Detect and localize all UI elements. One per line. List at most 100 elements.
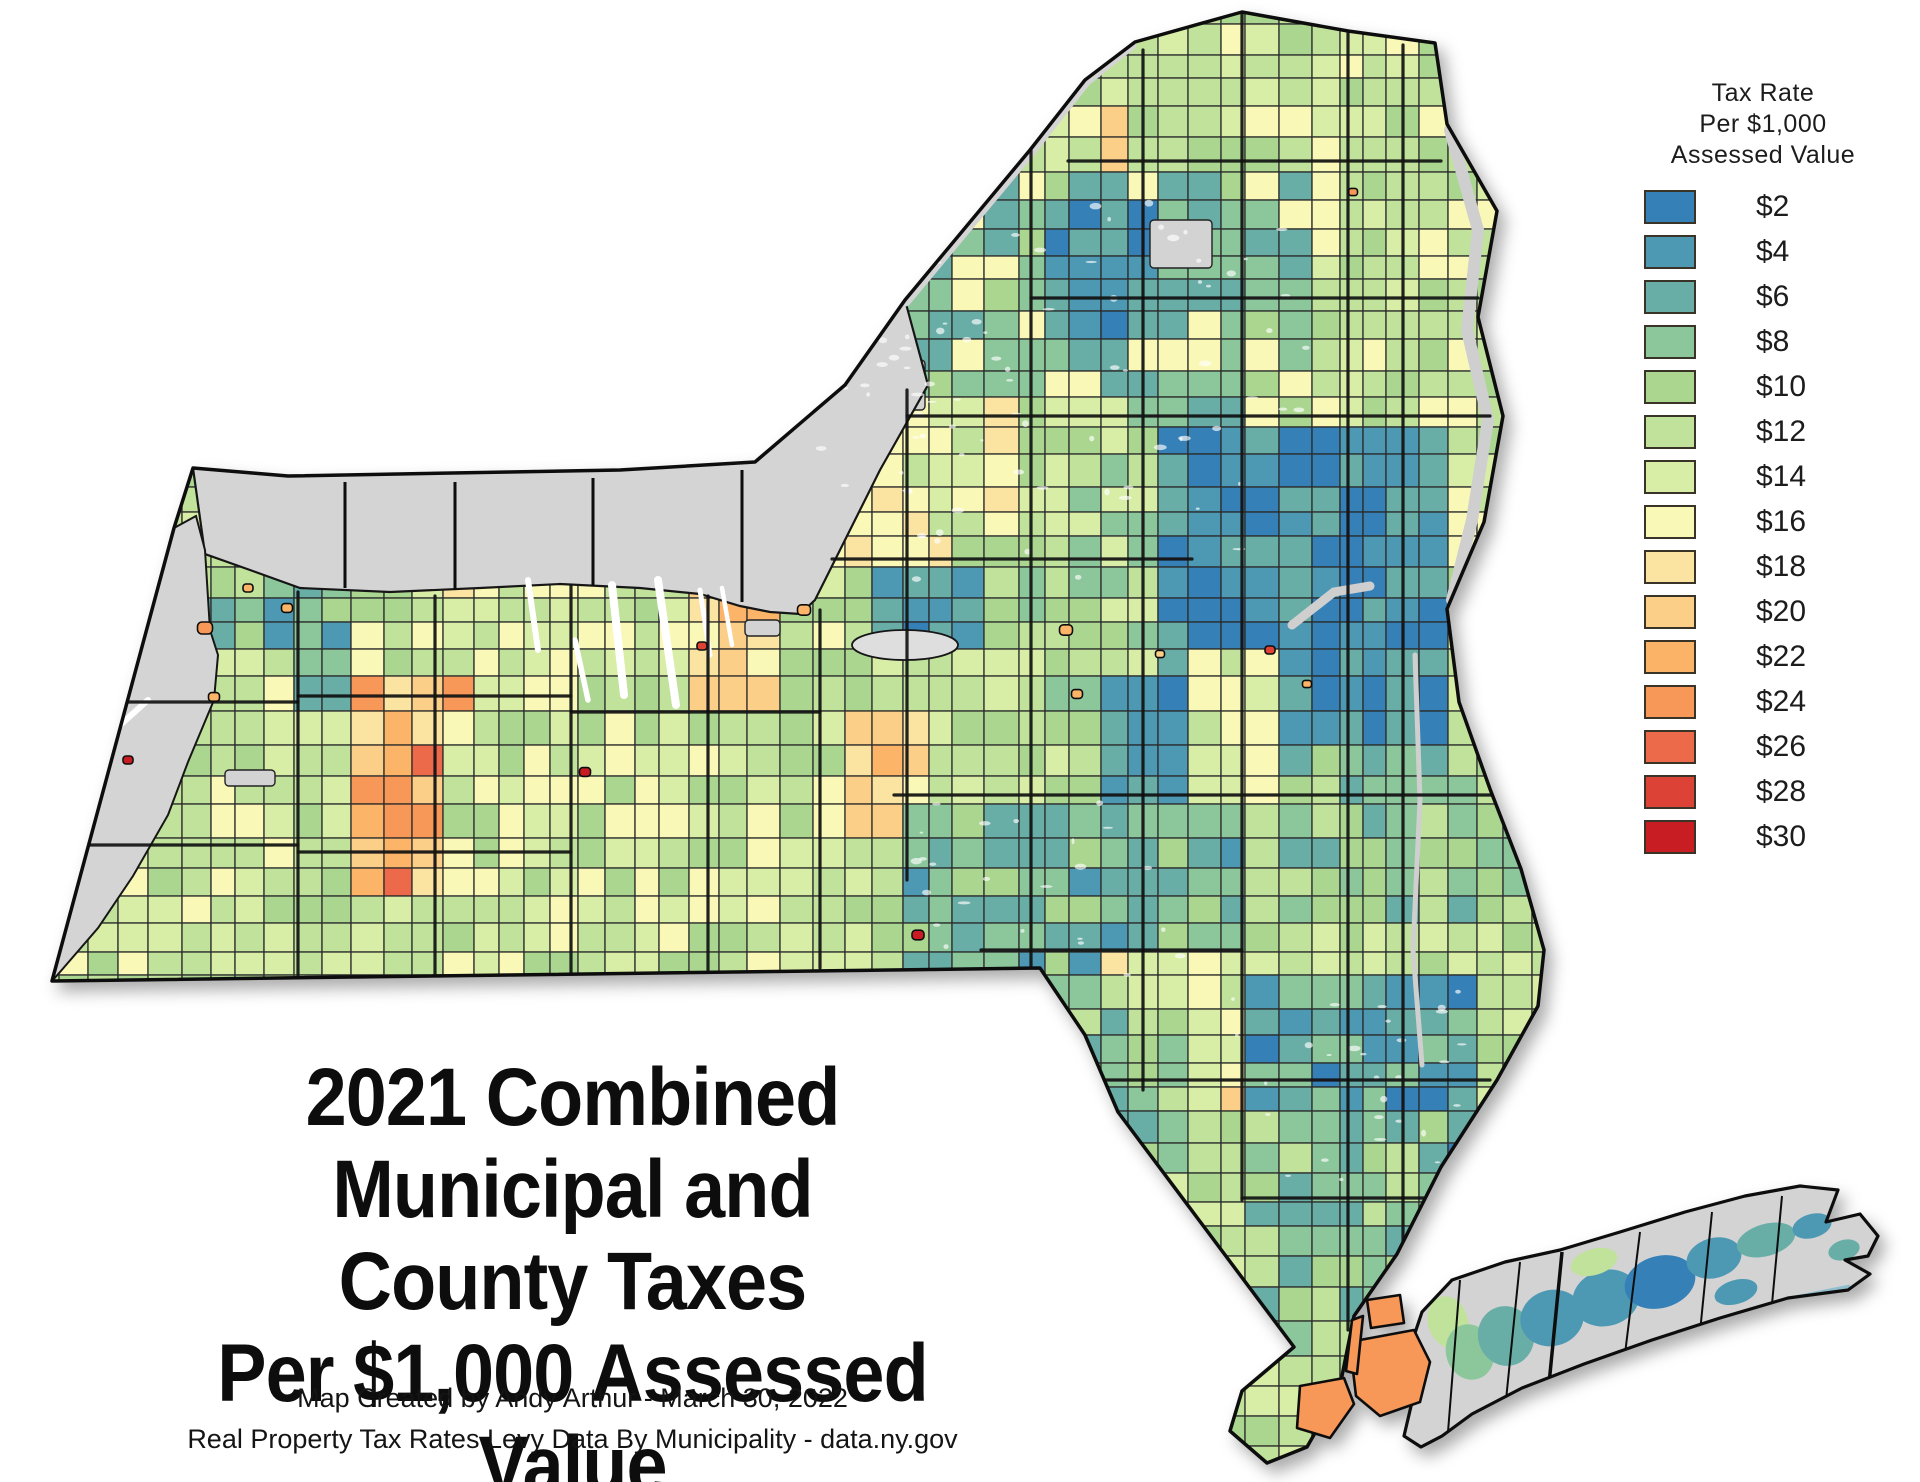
municipality-cell bbox=[844, 867, 873, 897]
municipality-cell bbox=[1187, 1286, 1222, 1322]
municipality-cell bbox=[1044, 744, 1070, 777]
municipality-cell bbox=[147, 199, 183, 230]
municipality-cell bbox=[263, 136, 295, 173]
pond-speckle bbox=[980, 439, 984, 442]
municipality-cell bbox=[983, 12, 1020, 25]
municipality-cell bbox=[52, 1008, 60, 1036]
municipality-cell bbox=[658, 228, 690, 257]
municipality-cell bbox=[718, 77, 748, 107]
municipality-cell bbox=[983, 1201, 1020, 1227]
municipality-cell bbox=[1157, 278, 1189, 312]
municipality-cell bbox=[1339, 803, 1364, 839]
pond-speckle bbox=[1158, 224, 1165, 230]
municipality-cell bbox=[181, 867, 212, 897]
municipality-cell bbox=[658, 867, 690, 897]
municipality-cell bbox=[1362, 228, 1387, 257]
municipality-cell bbox=[52, 710, 60, 746]
municipality-cell bbox=[871, 255, 904, 280]
municipality-cell bbox=[1311, 535, 1341, 568]
municipality-cell bbox=[473, 974, 500, 1010]
municipality-cell bbox=[1476, 895, 1504, 924]
municipality-cell bbox=[1100, 621, 1129, 650]
municipality-cell bbox=[688, 54, 720, 79]
municipality-cell bbox=[234, 922, 265, 953]
municipality-cell bbox=[718, 648, 748, 677]
municipality-cell bbox=[147, 867, 183, 897]
municipality-cell bbox=[844, 566, 873, 599]
municipality-cell bbox=[871, 744, 904, 777]
municipality-cell bbox=[1187, 803, 1222, 839]
municipality-cell bbox=[523, 803, 551, 839]
municipality-cell bbox=[234, 77, 265, 107]
municipality-cell bbox=[983, 837, 1020, 869]
municipality-cell bbox=[1244, 1142, 1280, 1174]
municipality-cell bbox=[604, 744, 636, 777]
pond-speckle bbox=[1142, 865, 1153, 871]
municipality-cell bbox=[58, 1034, 89, 1064]
municipality-cell bbox=[1278, 486, 1313, 513]
municipality-cell bbox=[383, 867, 413, 897]
municipality-cell bbox=[779, 775, 814, 805]
municipality-cell bbox=[1127, 1201, 1159, 1227]
municipality-cell bbox=[52, 1320, 60, 1357]
pond-speckle bbox=[982, 876, 991, 881]
municipality-cell bbox=[87, 1110, 119, 1144]
municipality-cell bbox=[87, 136, 119, 173]
municipality-cell bbox=[1502, 648, 1533, 677]
municipality-cell bbox=[321, 338, 352, 372]
municipality-cell bbox=[350, 278, 385, 312]
municipality-cell bbox=[147, 171, 183, 201]
municipality-cell bbox=[928, 136, 953, 173]
municipality-cell bbox=[658, 922, 690, 953]
municipality-cell bbox=[1100, 278, 1129, 312]
city-dot bbox=[1008, 147, 1022, 159]
municipality-cell bbox=[1068, 1385, 1102, 1417]
municipality-cell bbox=[147, 105, 183, 138]
municipality-cell bbox=[658, 1008, 690, 1036]
municipality-cell bbox=[812, 648, 846, 677]
municipality-cell bbox=[634, 1008, 660, 1036]
municipality-cell bbox=[746, 228, 781, 257]
municipality-cell bbox=[1531, 278, 1544, 312]
municipality-cell bbox=[812, 199, 846, 230]
municipality-cell bbox=[1311, 453, 1341, 488]
municipality-cell bbox=[52, 535, 60, 568]
great-sacandaga-lake bbox=[1287, 581, 1375, 630]
municipality-cell bbox=[1068, 648, 1102, 677]
municipality-cell bbox=[498, 1008, 525, 1036]
pond-speckle bbox=[948, 232, 953, 236]
municipality-cell bbox=[117, 1445, 149, 1463]
municipality-cell bbox=[1018, 1415, 1046, 1447]
municipality-cell bbox=[442, 597, 475, 623]
municipality-cell bbox=[52, 744, 60, 777]
municipality-cell bbox=[1386, 1475, 1419, 1480]
municipality-cell bbox=[1311, 675, 1341, 712]
municipality-cell bbox=[1339, 12, 1364, 25]
municipality-cell bbox=[549, 744, 579, 777]
municipality-cell bbox=[1311, 1286, 1341, 1322]
municipality-cell bbox=[210, 171, 236, 201]
municipality-cell bbox=[1187, 648, 1222, 677]
municipality-cell bbox=[117, 922, 149, 953]
municipality-cell bbox=[1100, 1142, 1129, 1174]
municipality-cell bbox=[234, 136, 265, 173]
pond-speckle bbox=[1167, 234, 1180, 242]
municipality-cell bbox=[87, 486, 119, 513]
municipality-cell bbox=[498, 310, 525, 340]
municipality-cell bbox=[117, 77, 149, 107]
pond-speckle bbox=[866, 310, 879, 316]
municipality-cell bbox=[1100, 1445, 1129, 1463]
municipality-cell bbox=[1447, 1201, 1478, 1227]
municipality-cell bbox=[411, 621, 444, 650]
pond-speckle bbox=[935, 327, 945, 335]
legend-row: $2 bbox=[1628, 187, 1898, 232]
municipality-cell bbox=[1311, 951, 1341, 976]
municipality-cell bbox=[951, 136, 985, 173]
pond-speckle bbox=[846, 359, 855, 366]
municipality-cell bbox=[577, 775, 606, 805]
municipality-cell bbox=[87, 77, 119, 107]
municipality-cell bbox=[604, 895, 636, 924]
municipality-cell bbox=[577, 597, 606, 623]
municipality-cell bbox=[442, 54, 475, 79]
municipality-cell bbox=[1187, 1255, 1222, 1288]
